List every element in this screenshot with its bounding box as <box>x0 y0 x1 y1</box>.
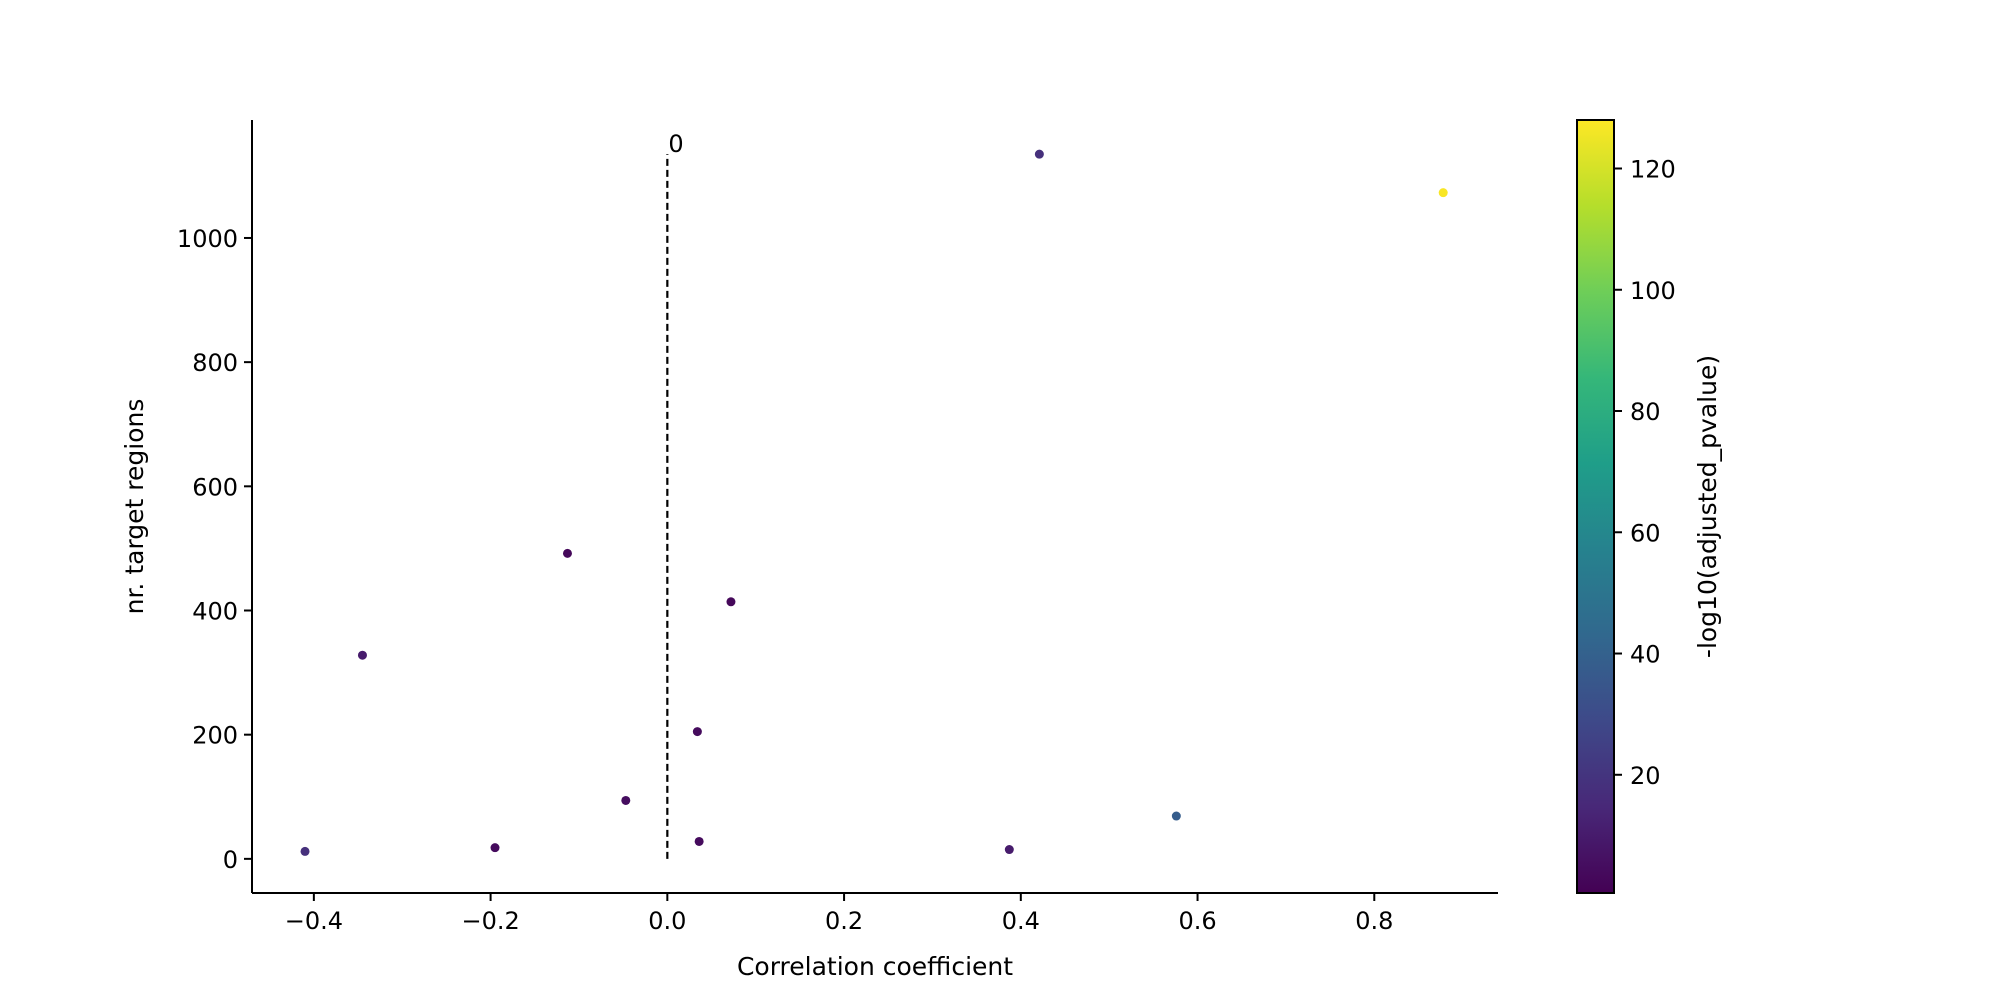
x-tick-label: 0.4 <box>1002 907 1040 935</box>
colorbar-gradient <box>1576 119 1615 894</box>
colorbar-tick-label: 100 <box>1630 277 1676 305</box>
y-tick-label: 600 <box>192 473 238 501</box>
y-tick-label: 1000 <box>177 225 238 253</box>
y-tick-label: 400 <box>192 597 238 625</box>
x-tick-label: 0.6 <box>1178 907 1216 935</box>
data-point <box>621 795 631 805</box>
data-point <box>1034 149 1044 159</box>
x-axis-label: Correlation coefficient <box>737 952 1013 981</box>
axes: −0.4 −0.2 0.0 0.2 0.4 0.6 0.8 0 200 400 600 800 1000 <box>177 120 1498 935</box>
x-tick-label: 0.2 <box>825 907 863 935</box>
x-tick-label: −0.2 <box>461 907 519 935</box>
x-tick-label: 0.8 <box>1355 907 1393 935</box>
y-tick-label: 800 <box>192 349 238 377</box>
data-point <box>694 836 704 846</box>
colorbar-tick-label: 120 <box>1630 156 1676 184</box>
x-tick-label: −0.4 <box>285 907 343 935</box>
data-point <box>490 843 500 853</box>
y-tick-label: 0 <box>223 846 238 874</box>
y-axis-label: nr. target regions <box>120 399 149 615</box>
x-tick-label: 0.0 <box>648 907 686 935</box>
colorbar: 20 40 60 80 100 120 <box>1576 119 1676 894</box>
colorbar-tick-label: 40 <box>1630 641 1661 669</box>
data-points <box>300 149 1448 856</box>
data-point <box>1004 845 1014 855</box>
colorbar-label: -log10(adjusted_pvalue) <box>1693 355 1722 658</box>
data-point <box>357 650 367 660</box>
colorbar-tick-label: 80 <box>1630 398 1661 426</box>
data-point <box>300 846 310 856</box>
y-tick-label: 200 <box>192 722 238 750</box>
reference-line-label: 0 <box>668 130 683 158</box>
reference-line-group: 0 <box>666 130 684 859</box>
data-point <box>1438 188 1448 198</box>
data-point <box>562 548 572 558</box>
data-point <box>726 597 736 607</box>
colorbar-tick-label: 60 <box>1630 519 1661 547</box>
colorbar-tick-label: 20 <box>1630 762 1661 790</box>
data-point <box>1171 811 1181 821</box>
data-point <box>692 727 702 737</box>
